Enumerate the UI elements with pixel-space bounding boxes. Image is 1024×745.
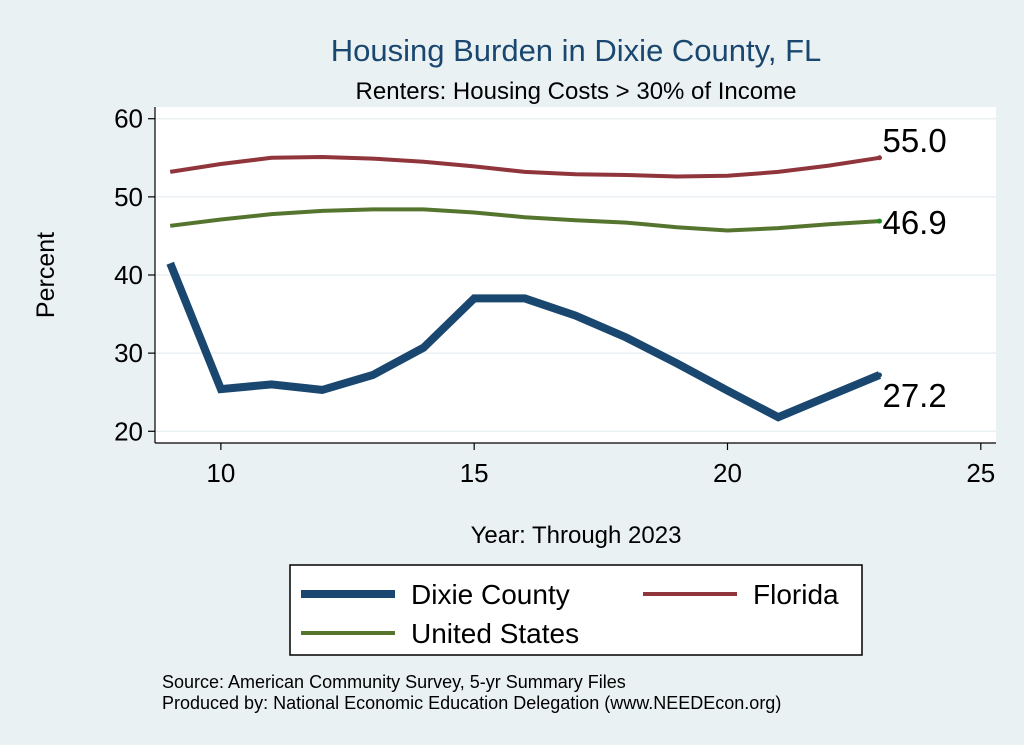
end-label-dixie-county: 27.2 xyxy=(882,377,946,414)
end-label-united-states: 46.9 xyxy=(882,204,946,241)
series-end-marker xyxy=(876,155,882,161)
legend-box xyxy=(289,564,863,656)
y-tick-label: 60 xyxy=(114,104,143,134)
y-tick-label: 30 xyxy=(114,338,143,368)
chart-title: Housing Burden in Dixie County, FL xyxy=(331,33,822,68)
end-label-florida: 55.0 xyxy=(882,122,946,159)
x-tick-label: 20 xyxy=(713,458,742,488)
x-axis-label: Year: Through 2023 xyxy=(471,522,682,549)
source-note: Source: American Community Survey, 5-yr … xyxy=(162,672,626,692)
series-end-marker xyxy=(876,372,882,378)
x-tick-label: 15 xyxy=(460,458,489,488)
producer-note: Produced by: National Economic Education… xyxy=(162,693,781,713)
legend-label-us: United States xyxy=(411,618,579,649)
series-end-marker xyxy=(876,218,882,224)
y-tick-label: 20 xyxy=(114,416,143,446)
legend: Dixie County Florida United States xyxy=(289,564,863,656)
legend-label-florida: Florida xyxy=(753,579,839,610)
legend-label-dixie: Dixie County xyxy=(411,579,570,610)
series-line-florida xyxy=(169,154,880,179)
series-line-united-states xyxy=(169,207,880,233)
x-tick-label: 10 xyxy=(206,458,235,488)
gridlines xyxy=(155,117,996,433)
y-tick-label: 50 xyxy=(114,182,143,212)
axes: 20 30 40 50 60 10 15 20 25 xyxy=(114,104,996,488)
series-lines xyxy=(166,154,882,422)
x-tick-label: 25 xyxy=(966,458,995,488)
series-line-dixie-county xyxy=(166,261,882,422)
end-labels: 27.2 55.0 46.9 xyxy=(876,122,947,414)
chart-subtitle: Renters: Housing Costs > 30% of Income xyxy=(356,78,797,105)
y-axis-label: Percent xyxy=(32,232,60,318)
y-tick-label: 40 xyxy=(114,260,143,290)
